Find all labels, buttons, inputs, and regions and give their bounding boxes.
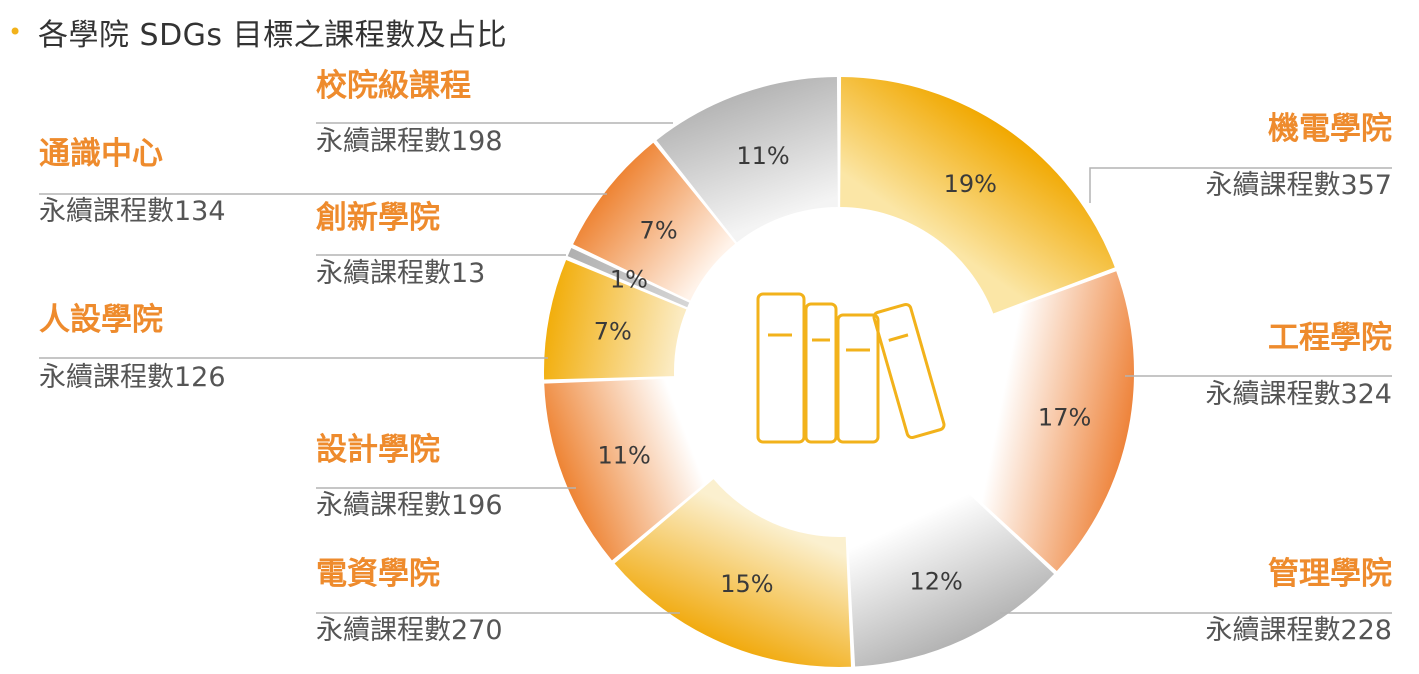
slice-percent-label: 11% bbox=[736, 142, 789, 170]
chart-title-block: • 各學院 SDGs 目標之課程數及占比 bbox=[8, 10, 507, 54]
category-name: 設計學院 bbox=[316, 432, 440, 468]
slice-工程學院 bbox=[960, 271, 1134, 571]
slice-percent-label: 12% bbox=[909, 568, 962, 596]
slice-電資學院 bbox=[614, 479, 851, 667]
slice-percent-label: 1% bbox=[610, 266, 648, 294]
category-name: 通識中心 bbox=[39, 136, 163, 172]
leader-line bbox=[1089, 167, 1392, 203]
books-icon bbox=[756, 292, 946, 444]
category-count: 永續課程數324 bbox=[1205, 379, 1392, 410]
category-count: 永續課程數228 bbox=[1205, 615, 1392, 646]
category-name: 管理學院 bbox=[1268, 556, 1392, 592]
chart-title: 各學院 SDGs 目標之課程數及占比 bbox=[38, 18, 508, 53]
category-count: 永續課程數134 bbox=[39, 196, 226, 227]
slice-機電學院 bbox=[840, 77, 1115, 314]
category-count: 永續課程數13 bbox=[316, 258, 485, 289]
slice-校院級課程 bbox=[656, 77, 838, 243]
slice-創新學院 bbox=[567, 248, 690, 308]
category-count: 永續課程數357 bbox=[1205, 170, 1392, 201]
slice-percent-label: 7% bbox=[640, 216, 678, 244]
slice-設計學院 bbox=[544, 378, 713, 561]
slice-percent-label: 17% bbox=[1038, 404, 1091, 432]
category-name: 人設學院 bbox=[39, 302, 163, 338]
slice-percent-label: 19% bbox=[944, 170, 997, 198]
category-name: 電資學院 bbox=[316, 556, 440, 592]
slice-percent-label: 11% bbox=[598, 441, 651, 469]
category-count: 永續課程數196 bbox=[316, 490, 503, 521]
slice-percent-label: 7% bbox=[594, 317, 632, 345]
slice-通識中心 bbox=[573, 142, 736, 301]
slice-管理學院 bbox=[848, 484, 1055, 667]
category-count: 永續課程數270 bbox=[316, 615, 503, 646]
title-bullet-icon: • bbox=[8, 18, 23, 46]
slice-percent-label: 15% bbox=[720, 570, 773, 598]
slice-人設學院 bbox=[544, 259, 687, 380]
category-name: 機電學院 bbox=[1268, 111, 1392, 147]
category-name: 校院級課程 bbox=[316, 68, 471, 104]
category-name: 工程學院 bbox=[1268, 320, 1392, 356]
category-name: 創新學院 bbox=[316, 200, 440, 236]
category-count: 永續課程數126 bbox=[39, 362, 226, 393]
category-count: 永續課程數198 bbox=[316, 126, 503, 157]
